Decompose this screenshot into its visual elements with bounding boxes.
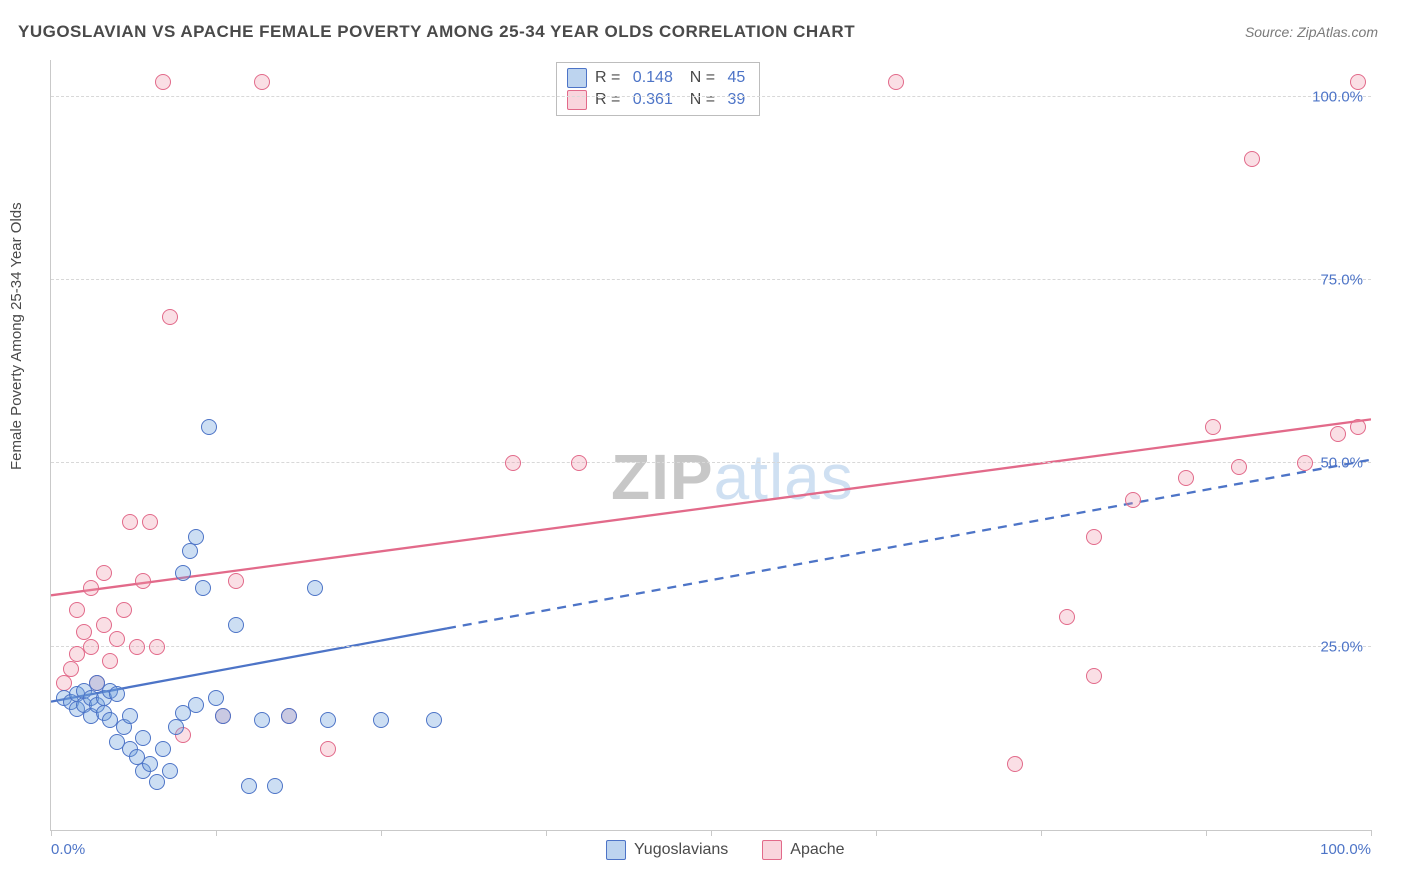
data-point	[320, 741, 336, 757]
xtick-label: 0.0%	[51, 841, 85, 858]
chart-title: YUGOSLAVIAN VS APACHE FEMALE POVERTY AMO…	[18, 22, 855, 42]
data-point	[135, 573, 151, 589]
data-point	[182, 543, 198, 559]
swatch-pink-icon	[567, 90, 587, 110]
data-point	[1086, 668, 1102, 684]
ytick-label: 100.0%	[1312, 88, 1363, 105]
data-point	[1125, 492, 1141, 508]
ytick-label: 50.0%	[1320, 455, 1363, 472]
data-point	[1205, 419, 1221, 435]
data-point	[162, 763, 178, 779]
data-point	[188, 529, 204, 545]
swatch-pink-icon	[762, 840, 782, 860]
data-point	[63, 661, 79, 677]
swatch-blue-icon	[606, 840, 626, 860]
data-point	[69, 602, 85, 618]
gridline	[51, 646, 1371, 647]
series-legend: Yugoslavians Apache	[606, 840, 845, 860]
stats-row-pink: R = 0.361 N = 39	[567, 89, 745, 111]
plot-area: ZIPatlas R = 0.148 N = 45 R = 0.361 N = …	[50, 60, 1371, 831]
xtick	[1371, 830, 1372, 836]
data-point	[122, 514, 138, 530]
data-point	[426, 712, 442, 728]
data-point	[208, 690, 224, 706]
xtick	[546, 830, 547, 836]
legend-item-apache: Apache	[762, 840, 844, 860]
data-point	[281, 708, 297, 724]
data-point	[109, 686, 125, 702]
xtick	[1206, 830, 1207, 836]
data-point	[116, 602, 132, 618]
xtick-label: 100.0%	[1320, 841, 1371, 858]
xtick	[1041, 830, 1042, 836]
data-point	[1178, 470, 1194, 486]
trend-lines	[51, 60, 1371, 830]
data-point	[1007, 756, 1023, 772]
data-point	[267, 778, 283, 794]
data-point	[142, 514, 158, 530]
gridline	[51, 96, 1371, 97]
stats-row-blue: R = 0.148 N = 45	[567, 67, 745, 89]
data-point	[241, 778, 257, 794]
data-point	[76, 624, 92, 640]
data-point	[1297, 455, 1313, 471]
watermark: ZIPatlas	[611, 440, 854, 514]
data-point	[1059, 609, 1075, 625]
data-point	[155, 741, 171, 757]
data-point	[83, 580, 99, 596]
data-point	[373, 712, 389, 728]
data-point	[888, 74, 904, 90]
data-point	[1350, 74, 1366, 90]
xtick	[216, 830, 217, 836]
data-point	[254, 74, 270, 90]
data-point	[96, 565, 112, 581]
y-axis-label: Female Poverty Among 25-34 Year Olds	[8, 202, 25, 470]
data-point	[1350, 419, 1366, 435]
data-point	[175, 565, 191, 581]
data-point	[254, 712, 270, 728]
data-point	[228, 617, 244, 633]
xtick	[876, 830, 877, 836]
data-point	[320, 712, 336, 728]
data-point	[102, 653, 118, 669]
data-point	[505, 455, 521, 471]
data-point	[195, 580, 211, 596]
data-point	[201, 419, 217, 435]
data-point	[571, 455, 587, 471]
data-point	[168, 719, 184, 735]
data-point	[215, 708, 231, 724]
xtick	[711, 830, 712, 836]
data-point	[1244, 151, 1260, 167]
data-point	[135, 730, 151, 746]
data-point	[1086, 529, 1102, 545]
data-point	[228, 573, 244, 589]
xtick	[381, 830, 382, 836]
ytick-label: 25.0%	[1320, 638, 1363, 655]
data-point	[96, 617, 112, 633]
gridline	[51, 462, 1371, 463]
data-point	[122, 708, 138, 724]
legend-item-yugoslavians: Yugoslavians	[606, 840, 728, 860]
gridline	[51, 279, 1371, 280]
data-point	[83, 639, 99, 655]
data-point	[162, 309, 178, 325]
data-point	[149, 639, 165, 655]
data-point	[1231, 459, 1247, 475]
data-point	[1330, 426, 1346, 442]
swatch-blue-icon	[567, 68, 587, 88]
data-point	[142, 756, 158, 772]
stats-legend: R = 0.148 N = 45 R = 0.361 N = 39	[556, 62, 760, 116]
data-point	[129, 639, 145, 655]
source-label: Source: ZipAtlas.com	[1245, 24, 1378, 40]
xtick	[51, 830, 52, 836]
data-point	[155, 74, 171, 90]
data-point	[149, 774, 165, 790]
data-point	[109, 631, 125, 647]
data-point	[188, 697, 204, 713]
data-point	[307, 580, 323, 596]
ytick-label: 75.0%	[1320, 272, 1363, 289]
